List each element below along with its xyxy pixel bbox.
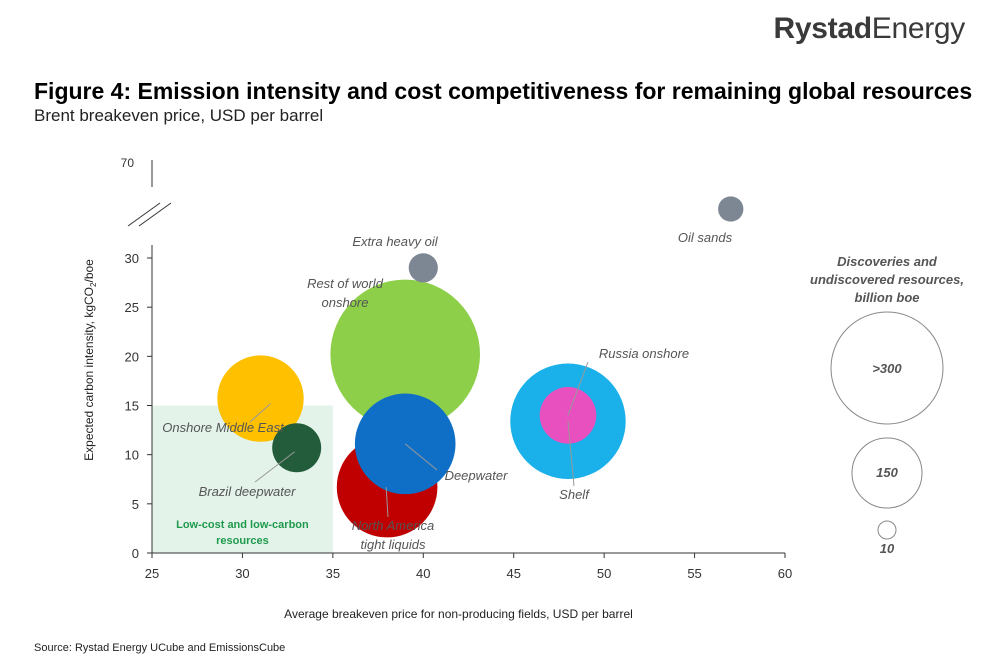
label-deepwater: Deepwater	[445, 468, 509, 483]
y-tick-label: 10	[125, 448, 139, 463]
label-extra-heavy-oil: Extra heavy oil	[352, 234, 438, 249]
y-tick-label: 20	[125, 349, 139, 364]
region-label-line1: Low-cost and low-carbon	[176, 519, 309, 531]
x-axis-title: Average breakeven price for non-producin…	[284, 607, 633, 621]
y-tick-label: 15	[125, 399, 139, 414]
label-rest-of-world-onshore-line2: onshore	[322, 295, 369, 310]
x-tick-label: 35	[326, 566, 340, 581]
y-tick-label: 30	[125, 251, 139, 266]
size-legend-circle-300	[830, 311, 944, 425]
size-legend-title-line3: billion boe	[855, 290, 920, 305]
region-label-line2: resources	[216, 535, 269, 547]
bubble-extra-heavy-oil	[408, 253, 438, 283]
label-shelf: Shelf	[559, 487, 590, 502]
label-russia-onshore: Russia onshore	[599, 346, 689, 361]
source-note: Source: Rystad Energy UCube and Emission…	[34, 642, 286, 654]
size-legend-label-300: >300	[872, 361, 902, 376]
size-legend-circles	[830, 311, 944, 540]
y-tick-label: 5	[132, 497, 139, 512]
leader-russia-onshore	[567, 361, 589, 416]
rystad-energy-logo: RystadEnergy	[774, 12, 966, 46]
size-legend-circle-10	[877, 520, 897, 540]
logo-bold-text: Rystad	[773, 12, 873, 45]
x-tick-label: 30	[235, 566, 249, 581]
x-tick-label: 25	[145, 566, 159, 581]
bubble-oil-sands	[718, 196, 744, 222]
logo-light-text: Energy	[871, 12, 966, 45]
y-tick-label: 0	[132, 546, 139, 561]
x-ticks: 25 30 35 40 45 50 55 60	[145, 553, 792, 581]
leader-brazil-deepwater	[254, 451, 295, 483]
bubble-russia-onshore	[539, 387, 597, 444]
figure-title: Figure 4: Emission intensity and cost co…	[34, 78, 973, 104]
size-legend-label-150: 150	[876, 465, 898, 480]
leader-onshore-middle-east	[249, 403, 271, 423]
leader-shelf	[567, 421, 575, 487]
leader-deepwater	[404, 443, 438, 471]
x-tick-label: 50	[597, 566, 611, 581]
bubble-rest-of-world-onshore	[330, 279, 481, 430]
x-tick-label: 55	[687, 566, 701, 581]
label-oil-sands: Oil sands	[678, 230, 733, 245]
size-legend-label-10: 10	[880, 541, 895, 556]
leader-lines	[249, 361, 589, 518]
y-axis-title-subscript: 2	[89, 282, 98, 287]
size-legend-circle-150	[851, 437, 923, 509]
axis-break-mark	[138, 202, 172, 227]
size-legend-title-line2: undiscovered resources,	[810, 272, 964, 287]
size-legend-title-line1: Discoveries and	[837, 254, 938, 269]
figure-subtitle: Brent breakeven price, USD per barrel	[34, 106, 324, 125]
y-axis-title-main: Expected carbon intensity, kgCO	[82, 287, 96, 461]
y-ticks: 0 5 10 15 20 25 30	[125, 251, 152, 561]
leader-north-america	[385, 487, 389, 518]
label-north-america-line1: North America	[352, 518, 435, 533]
y-tick-label: 25	[125, 300, 139, 315]
y-axis-title: Expected carbon intensity, kgCO2/boe	[82, 259, 98, 461]
y-tick-label-70: 70	[121, 156, 135, 170]
y-axis-title-tail: /boe	[82, 259, 96, 283]
label-rest-of-world-onshore-line1: Rest of world	[307, 276, 384, 291]
bubbles	[217, 196, 744, 538]
x-tick-label: 40	[416, 566, 430, 581]
label-north-america-line2: tight liquids	[360, 537, 426, 552]
label-onshore-middle-east: Onshore Middle East	[162, 420, 285, 435]
axis-break-mark	[127, 202, 161, 227]
label-brazil-deepwater: Brazil deepwater	[199, 484, 296, 499]
x-tick-label: 60	[778, 566, 792, 581]
bubble-onshore-middle-east	[217, 355, 304, 442]
x-tick-label: 45	[506, 566, 520, 581]
